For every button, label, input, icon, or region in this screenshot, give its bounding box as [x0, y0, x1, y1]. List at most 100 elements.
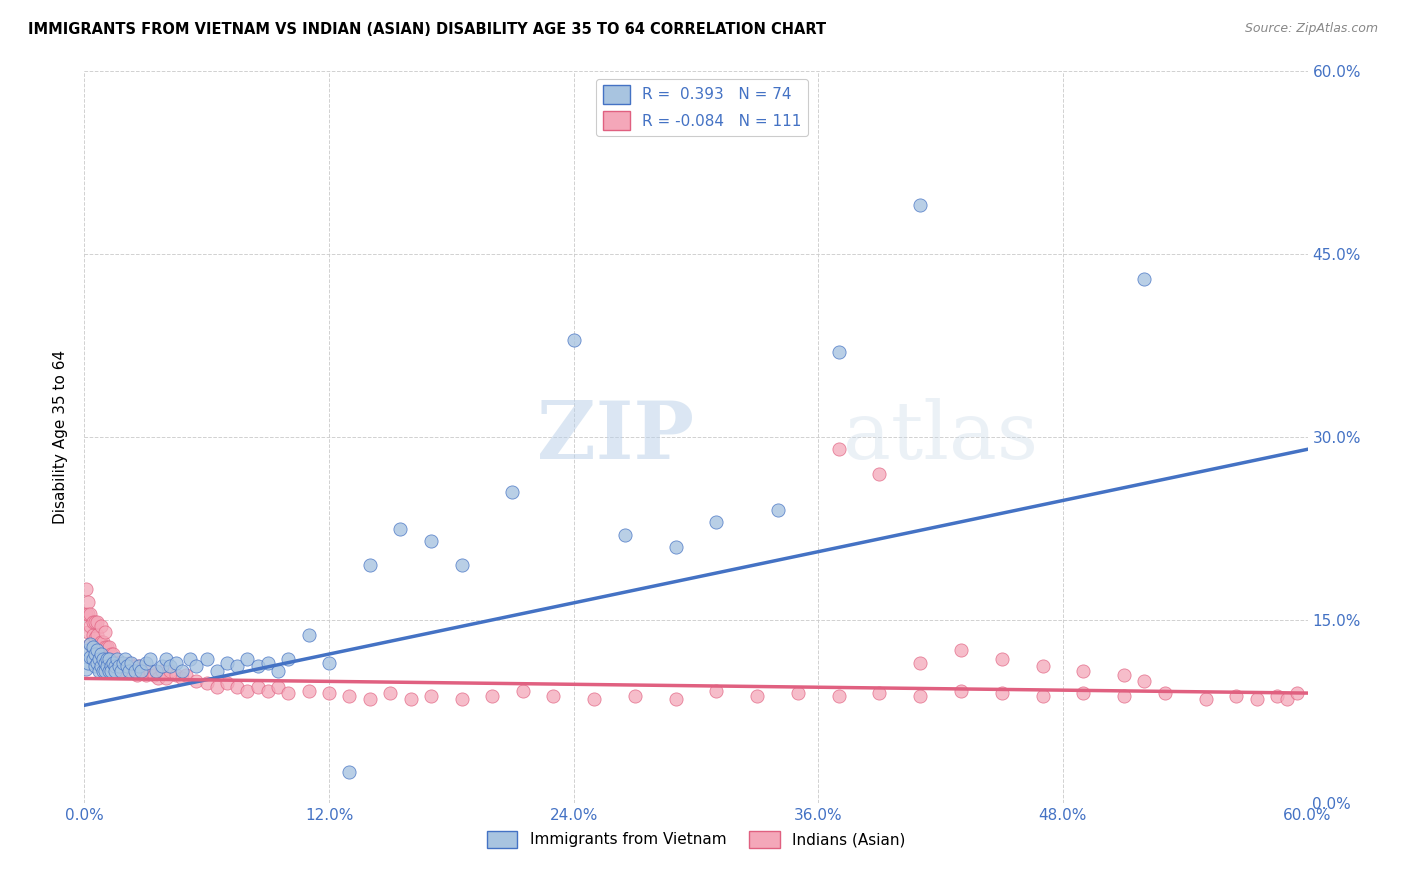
Point: [90, 635, 112, 649]
Point: [93, 640, 115, 654]
Point: [991, 686, 1014, 700]
Point: [112, 659, 135, 673]
Point: [186, 659, 208, 673]
Point: [135, 656, 157, 670]
Point: [165, 667, 187, 681]
Point: [82, 615, 104, 630]
Point: [217, 676, 239, 690]
Point: [217, 656, 239, 670]
Point: [150, 664, 173, 678]
Point: [1195, 692, 1218, 706]
Point: [420, 533, 443, 548]
Point: [339, 765, 361, 780]
Point: [79, 607, 101, 621]
Point: [105, 656, 128, 670]
Point: [90, 647, 112, 661]
Point: [298, 627, 321, 641]
Point: [100, 647, 122, 661]
Point: [991, 652, 1014, 666]
Point: [75, 582, 97, 597]
Point: [236, 652, 259, 666]
Point: [910, 198, 932, 212]
Point: [1246, 692, 1268, 706]
Point: [1032, 689, 1054, 703]
Point: [104, 664, 127, 678]
Point: [665, 692, 688, 706]
Point: [226, 680, 249, 694]
Point: [159, 659, 181, 673]
Point: [869, 686, 891, 700]
Point: [108, 659, 131, 673]
Point: [1073, 686, 1095, 700]
Point: [246, 680, 269, 694]
Point: [246, 659, 269, 673]
Point: [543, 689, 565, 703]
Point: [75, 662, 97, 676]
Point: [1073, 664, 1095, 678]
Point: [118, 656, 141, 670]
Point: [87, 664, 110, 678]
Point: [77, 643, 100, 657]
Point: [79, 637, 101, 651]
Point: [83, 615, 105, 630]
Point: [298, 683, 321, 698]
Point: [828, 689, 851, 703]
Point: [950, 643, 973, 657]
Point: [77, 594, 100, 608]
Point: [172, 672, 194, 686]
Point: [77, 656, 100, 670]
Point: [624, 689, 647, 703]
Point: [86, 627, 108, 641]
Point: [104, 664, 127, 678]
Point: [86, 656, 108, 670]
Point: [1154, 686, 1177, 700]
Point: [86, 615, 108, 630]
Point: [159, 664, 181, 678]
Point: [267, 680, 290, 694]
Point: [87, 652, 110, 666]
Point: [1133, 271, 1156, 285]
Point: [87, 640, 110, 654]
Point: [179, 652, 201, 666]
Point: [195, 652, 218, 666]
Point: [93, 656, 115, 670]
Point: [318, 656, 340, 670]
Point: [115, 659, 138, 673]
Point: [86, 647, 108, 661]
Point: [101, 656, 124, 670]
Point: [75, 607, 97, 621]
Point: [828, 442, 851, 457]
Point: [562, 333, 585, 347]
Point: [257, 683, 280, 698]
Point: [97, 652, 120, 666]
Point: [950, 683, 973, 698]
Point: [257, 656, 280, 670]
Point: [226, 659, 249, 673]
Point: [100, 659, 122, 673]
Point: [186, 673, 208, 688]
Text: Source: ZipAtlas.com: Source: ZipAtlas.com: [1244, 22, 1378, 36]
Point: [79, 619, 101, 633]
Point: [83, 632, 105, 646]
Point: [267, 664, 290, 678]
Point: [205, 664, 228, 678]
Point: [339, 689, 361, 703]
Point: [1114, 667, 1136, 681]
Point: [101, 659, 124, 673]
Point: [101, 647, 124, 661]
Point: [124, 664, 146, 678]
Point: [318, 686, 340, 700]
Point: [93, 664, 115, 678]
Point: [512, 683, 534, 698]
Point: [82, 640, 104, 654]
Point: [90, 652, 112, 666]
Point: [108, 656, 131, 670]
Point: [104, 656, 127, 670]
Point: [100, 664, 122, 678]
Point: [105, 664, 128, 678]
Point: [83, 647, 105, 661]
Point: [79, 637, 101, 651]
Point: [86, 643, 108, 657]
Point: [90, 619, 112, 633]
Point: [828, 344, 851, 359]
